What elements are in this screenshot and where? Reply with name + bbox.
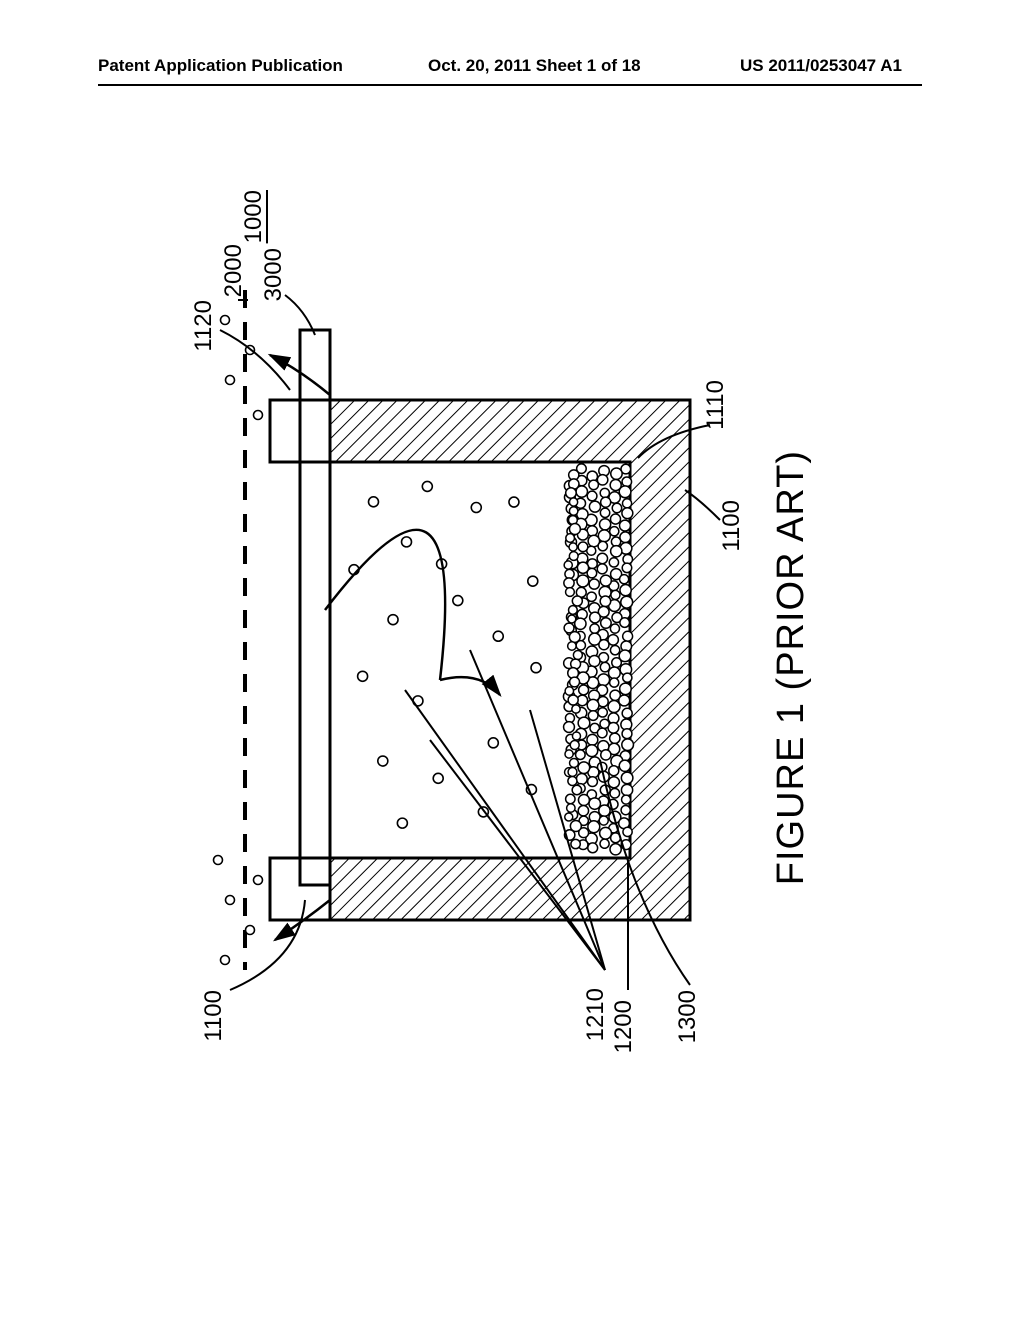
ref-3000: 3000 <box>260 248 288 301</box>
sparse-bubbles <box>349 481 541 828</box>
header-center: Oct. 20, 2011 Sheet 1 of 18 <box>428 56 641 76</box>
ref-1100b: 1100 <box>718 500 746 552</box>
header-left: Patent Application Publication <box>98 56 343 76</box>
ref-1110: 1110 <box>702 380 730 430</box>
ref-1200: 1200 <box>610 1000 638 1053</box>
ref-1300: 1300 <box>674 990 702 1043</box>
ref-1120: 1120 <box>190 300 218 352</box>
figure-container: 1120 1100 3000 1210 1200 1300 2000 1110 … <box>130 200 850 1100</box>
header-divider <box>98 84 922 86</box>
header-right: US 2011/0253047 A1 <box>740 56 902 76</box>
page-header: Patent Application Publication Oct. 20, … <box>0 56 1024 84</box>
packed-bubbles <box>563 464 633 855</box>
leader-1100a <box>230 900 305 990</box>
escaping-bubbles <box>214 316 263 965</box>
system-label: 1000 <box>240 190 268 243</box>
figure-svg <box>130 200 850 1100</box>
figure-caption: FIGURE 1 (PRIOR ART) <box>770 450 813 885</box>
ref-1210: 1210 <box>582 988 610 1041</box>
arrow-into-bed <box>440 677 500 695</box>
ref-2000: 2000 <box>220 244 248 297</box>
flow-arc <box>325 530 445 680</box>
ref-1100a: 1100 <box>200 990 228 1042</box>
